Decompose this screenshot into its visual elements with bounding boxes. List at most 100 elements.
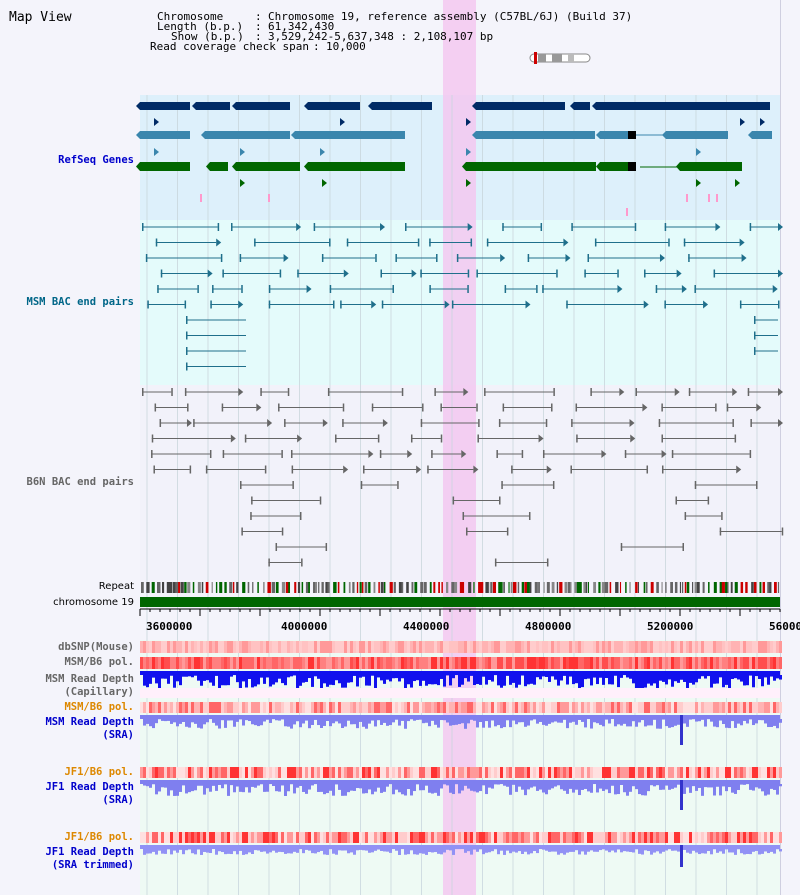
heat-cell — [776, 832, 779, 843]
jf1-read-depth-sra-label[interactable]: JF1 Read Depth — [45, 781, 134, 793]
read-depth-bar — [476, 675, 479, 685]
heat-cell — [335, 641, 338, 653]
read-depth-bar — [386, 675, 389, 680]
read-depth-bar — [473, 675, 476, 685]
heat-cell — [770, 657, 773, 669]
heat-cell — [713, 767, 716, 778]
b6n-bac-track-label[interactable]: B6N BAC end pairs — [26, 476, 134, 488]
read-depth-bar — [773, 784, 776, 790]
heat-cell — [644, 641, 647, 653]
msm-b6-pol-2-label[interactable]: MSM/B6 pol. — [64, 701, 134, 713]
jf1-read-depth-trimmed-label[interactable]: JF1 Read Depth — [45, 846, 134, 858]
heat-cell — [395, 702, 398, 713]
jf1-b6-pol-2-label[interactable]: JF1/B6 pol. — [64, 831, 134, 843]
repeat-track-label[interactable]: Repeat — [98, 581, 134, 592]
heat-cell — [299, 832, 302, 843]
heat-cell — [569, 767, 572, 778]
info-coverage-value: 10,000 — [326, 40, 366, 53]
read-depth-bar — [740, 675, 743, 682]
heat-cell — [407, 641, 410, 653]
repeat-feature — [364, 582, 368, 593]
repeat-feature — [441, 582, 443, 593]
read-depth-bar — [242, 675, 245, 682]
read-depth-bar — [242, 849, 245, 855]
heat-cell — [524, 657, 527, 669]
chromosome-track-label[interactable]: chromosome 19 — [53, 597, 134, 608]
heat-cell — [599, 702, 602, 713]
chromosome-ideogram[interactable] — [528, 52, 592, 64]
read-depth-bar — [239, 784, 242, 792]
msm-read-depth-sra-label[interactable]: MSM Read Depth — [45, 716, 134, 728]
repeat-feature — [661, 582, 663, 593]
heat-cell — [482, 767, 485, 778]
bac-end — [601, 450, 607, 458]
read-depth-bar — [212, 675, 215, 686]
read-depth-bar — [575, 849, 578, 851]
read-depth-bar — [740, 719, 743, 726]
repeat-feature — [247, 582, 250, 593]
heat-cell — [464, 641, 467, 653]
heat-cell — [455, 832, 458, 843]
read-depth-bar — [509, 784, 512, 795]
read-depth-bar — [464, 784, 467, 786]
read-depth-bar — [434, 719, 437, 725]
read-depth-bar — [170, 719, 173, 724]
read-depth-bar — [770, 784, 773, 789]
read-depth-bar — [194, 675, 197, 676]
repeat-feature — [753, 582, 757, 593]
refseq-track-label[interactable]: RefSeq Genes — [58, 154, 134, 166]
repeat-feature — [713, 582, 717, 593]
heat-cell — [641, 767, 644, 778]
heat-cell — [440, 641, 443, 653]
read-depth-bar — [701, 784, 704, 796]
heat-cell — [683, 657, 686, 669]
heat-cell — [146, 702, 149, 713]
heat-cell — [701, 767, 704, 778]
read-depth-bar — [572, 719, 575, 722]
read-depth-bar — [383, 675, 386, 684]
read-depth-bar — [266, 849, 269, 854]
read-depth-bar — [299, 719, 302, 728]
bac-end — [451, 300, 454, 309]
heat-cell — [761, 657, 764, 669]
heat-cell — [371, 641, 374, 653]
heat-cell — [356, 641, 359, 653]
axis-tick-label: 5200000 — [647, 620, 694, 633]
read-depth-bar — [290, 675, 293, 677]
heat-cell — [452, 702, 455, 713]
read-depth-bar — [185, 719, 188, 727]
repeat-feature — [485, 582, 489, 593]
heat-cell — [629, 767, 632, 778]
repeat-feature — [777, 582, 780, 593]
heat-cell — [524, 767, 527, 778]
heat-cell — [494, 767, 497, 778]
heat-cell — [602, 702, 605, 713]
read-depth-bar — [755, 784, 758, 788]
heat-cell — [506, 702, 509, 713]
selected-region-highlight[interactable] — [443, 0, 476, 895]
repeat-feature — [609, 582, 612, 593]
jf1-b6-pol-label[interactable]: JF1/B6 pol. — [64, 766, 134, 778]
read-depth-bar — [710, 675, 713, 688]
msm-bac-track-label[interactable]: MSM BAC end pairs — [26, 296, 134, 308]
heat-cell — [242, 832, 245, 843]
read-depth-bar — [518, 849, 521, 852]
heat-cell — [653, 832, 656, 843]
read-depth-bar — [314, 675, 317, 677]
heat-cell — [503, 767, 506, 778]
heat-cell — [752, 767, 755, 778]
heat-cell — [143, 702, 146, 713]
msm-read-depth-capillary-label[interactable]: MSM Read Depth — [45, 673, 134, 685]
repeat-feature — [619, 582, 622, 593]
read-depth-bar — [746, 719, 749, 724]
read-depth-bar — [227, 719, 230, 721]
gene-arrow — [304, 102, 308, 110]
read-depth-bar — [221, 849, 224, 853]
heat-cell — [140, 832, 143, 843]
gene-feature — [210, 162, 228, 171]
read-depth-bar — [356, 675, 359, 687]
dbsnp-track-label[interactable]: dbSNP(Mouse) — [58, 641, 134, 653]
heat-cell — [257, 641, 260, 653]
msm-b6-pol-label[interactable]: MSM/B6 pol. — [64, 656, 134, 668]
